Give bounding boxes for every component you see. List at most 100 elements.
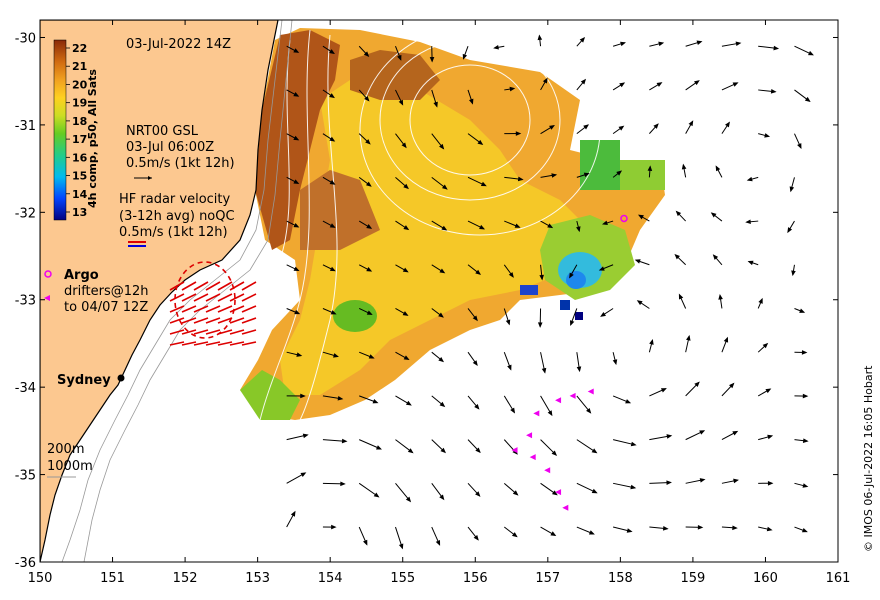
current-vector-head — [551, 450, 558, 456]
current-vector-head — [598, 266, 605, 271]
radar-vector — [169, 341, 185, 346]
current-vector-head — [802, 483, 809, 488]
current-vector-head — [686, 334, 691, 341]
current-vector-head — [764, 133, 771, 138]
current-vector-head — [365, 139, 371, 145]
drifter-marker — [529, 454, 536, 461]
current-vector-head — [576, 366, 582, 373]
current-vector-head — [537, 322, 543, 328]
lon-tick-label: 159 — [680, 571, 705, 586]
current-vector-head — [732, 525, 738, 531]
axis-ticks: 150 151 152 153 154 155 156 157 158 159 160 161 -30 -… — [15, 20, 850, 586]
current-vector-head — [588, 530, 595, 535]
land-australia — [40, 20, 279, 562]
drifter-marker — [555, 489, 562, 496]
current-vector-head — [441, 184, 448, 190]
current-vector-head — [612, 359, 618, 366]
current-vector-head — [733, 478, 739, 484]
current-vector-head — [697, 525, 704, 530]
current-vector-head — [675, 210, 682, 217]
lat-tick-label: -35 — [15, 469, 36, 484]
current-vector-head — [649, 338, 654, 345]
current-vector-head — [363, 539, 368, 546]
plot-frame — [39, 19, 839, 563]
lon-tick-label: 160 — [753, 571, 778, 586]
drifter-legend-line1: drifters@12h — [64, 284, 149, 299]
current-vector-head — [583, 124, 589, 130]
hf-radar-vectors — [169, 261, 257, 346]
current-vector-head — [329, 179, 336, 185]
current-vector-head — [293, 222, 300, 228]
current-vector-head — [765, 388, 772, 394]
bathymetry — [61, 20, 293, 562]
radar-vector — [181, 305, 197, 313]
current-vector-head — [365, 181, 372, 187]
radar-vector — [241, 329, 257, 335]
gsl-legend-line3: 0.5m/s (1kt 12h) — [126, 156, 235, 171]
current-vector-head — [472, 315, 478, 322]
current-vector-head — [537, 34, 543, 41]
radar-vector — [229, 281, 245, 291]
radar-vector — [217, 317, 233, 324]
gsl-legend: NRT00 GSL 03-Jul 06:00Z 0.5m/s (1kt 12h) — [126, 124, 235, 180]
isobath-200m — [61, 20, 283, 562]
current-vector-head — [402, 311, 409, 316]
sst-hot-mid — [300, 170, 380, 250]
current-vector-head — [294, 309, 301, 315]
current-vector-head — [678, 293, 684, 300]
colorbar-bar — [53, 39, 67, 221]
current-vector-head — [376, 445, 382, 450]
current-vector-head — [514, 223, 521, 228]
current-vector-head — [681, 163, 687, 170]
current-vector-head — [433, 101, 438, 108]
sst-patch — [580, 140, 620, 190]
current-vector-head — [666, 434, 673, 439]
current-vector-head — [586, 408, 592, 414]
current-vector-head — [508, 272, 514, 278]
current-vector-head — [626, 528, 633, 533]
current-vector-head — [373, 492, 380, 498]
current-vector-head — [802, 438, 809, 443]
ssh-contour — [259, 29, 311, 421]
current-vector-head — [591, 488, 598, 494]
radar-vector — [229, 341, 245, 346]
drifter-marker — [555, 397, 562, 404]
gsl-legend-line2: 03-Jul 06:00Z — [126, 140, 214, 155]
lat-tick-label: -32 — [15, 206, 36, 221]
current-vector-head — [789, 186, 795, 193]
sst-field — [240, 28, 665, 420]
radar-vector — [205, 293, 221, 302]
ssh-contour — [244, 39, 291, 361]
current-vectors — [286, 34, 814, 550]
gsl-legend-line1: NRT00 GSL — [126, 124, 199, 139]
current-vector-head — [620, 41, 626, 47]
current-vector-head — [330, 310, 337, 315]
radar-vector — [169, 305, 185, 313]
current-vector-head — [766, 526, 773, 532]
current-vector-head — [302, 433, 309, 439]
lon-tick-label: 155 — [390, 571, 415, 586]
current-vector-head — [746, 176, 753, 182]
credit-text-box: © IMOS 06-Jul-2022 16:05 Hobart — [862, 365, 875, 552]
current-vector-head — [699, 478, 706, 483]
current-vector-head — [735, 41, 742, 47]
current-vector-head — [601, 220, 608, 226]
current-vector-head — [517, 176, 524, 182]
current-vector-head — [634, 259, 641, 264]
lon-tick-label: 152 — [173, 571, 198, 586]
current-vector-head — [331, 524, 337, 530]
ssh-contours — [244, 24, 601, 421]
lon-tick-label: 151 — [100, 571, 125, 586]
radar-vector — [205, 281, 221, 291]
current-vector-head — [329, 93, 335, 99]
current-vector-head — [636, 300, 643, 306]
radar-vector — [181, 341, 197, 346]
current-vector-head — [767, 480, 774, 486]
current-vector-head — [507, 364, 512, 371]
radar-vector — [181, 281, 197, 291]
colorbar-tick-label: 14 — [72, 188, 88, 201]
current-vector-head — [658, 41, 665, 47]
radar-vector — [205, 341, 221, 346]
radar-legend-line1: HF radar velocity — [119, 192, 231, 207]
current-vector-head — [475, 269, 482, 275]
